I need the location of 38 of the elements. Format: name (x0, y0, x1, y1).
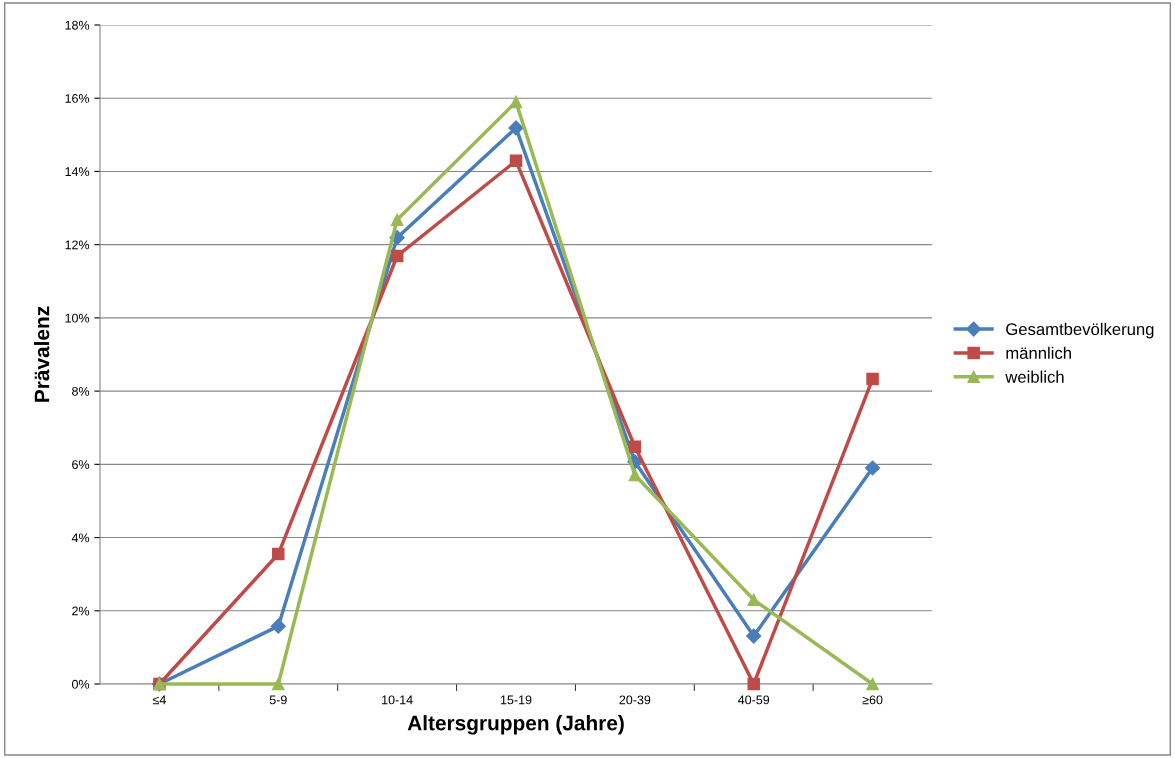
point (628, 440, 642, 454)
y-tick-label: 18% (65, 20, 90, 30)
point (509, 154, 523, 168)
x-tick-label: 20-39 (619, 695, 651, 705)
point (746, 628, 762, 644)
x-tick-label: 15-19 (500, 695, 532, 705)
y-tick-label: 2% (72, 606, 90, 616)
x-axis-title: Altersgruppen (Jahre) (407, 715, 624, 735)
y-tick-label: 16% (65, 94, 90, 103)
x-tick-label: ≤4 (152, 695, 166, 705)
point (272, 547, 285, 561)
x-tick-label: 10-14 (382, 695, 413, 705)
point (509, 95, 523, 109)
x-tick-label: ≥60 (862, 695, 883, 705)
y-tick-label: 8% (72, 386, 90, 396)
y-tick-label: 4% (71, 533, 90, 543)
legend-label: Gesamtbevölkerung (1006, 322, 1154, 339)
y-tick-label: 14% (65, 167, 90, 177)
x-tick-label: 5-9 (269, 695, 287, 705)
y-tick-label: 6% (72, 460, 90, 469)
point (270, 618, 286, 634)
point (747, 677, 760, 691)
y-tick-label: 0% (72, 679, 90, 689)
x-tick-label: 40-59 (738, 695, 770, 705)
point (272, 677, 285, 691)
y-tick-label: 10% (65, 313, 90, 323)
point (866, 677, 879, 691)
point (866, 372, 879, 386)
legend-label: weiblich (1005, 370, 1064, 383)
point (747, 593, 760, 607)
point (390, 249, 404, 263)
legend-label: männlich (1006, 346, 1071, 359)
y-axis-title: Prävalenz (34, 306, 50, 402)
point (390, 213, 404, 227)
point (508, 120, 524, 136)
point (865, 460, 881, 476)
y-tick-label: 12% (65, 240, 90, 250)
point (628, 468, 642, 482)
